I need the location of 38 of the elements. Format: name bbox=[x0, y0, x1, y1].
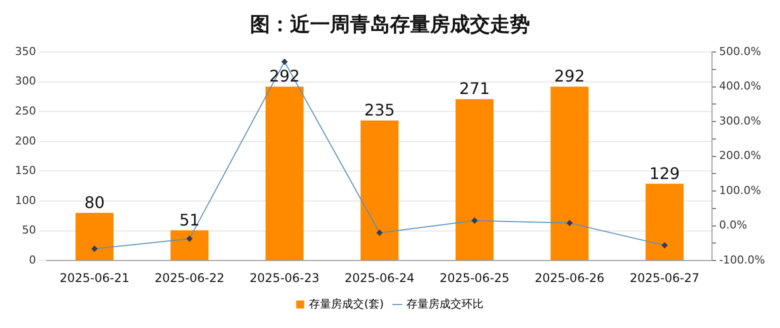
chart-title: 图：近一周青岛存量房成交走势 bbox=[250, 12, 530, 36]
legend-label: 存量房成交(套) bbox=[309, 297, 384, 310]
bar bbox=[170, 230, 209, 260]
y2-tick-label: 400.0% bbox=[719, 80, 762, 93]
bar bbox=[456, 99, 494, 260]
x-tick-label: 2025-06-26 bbox=[534, 270, 604, 285]
data-label: 292 bbox=[554, 66, 585, 86]
y2-tick-label: -100.0% bbox=[719, 253, 766, 266]
data-label: 129 bbox=[649, 164, 680, 183]
bar bbox=[646, 184, 684, 260]
data-label: 235 bbox=[364, 100, 395, 120]
y-tick-label: 350 bbox=[14, 44, 36, 58]
data-label: 80 bbox=[84, 193, 105, 212]
y2-tick-label: 0.0% bbox=[719, 218, 748, 232]
y-tick-label: 300 bbox=[14, 74, 36, 88]
y-tick-label: 0 bbox=[28, 253, 36, 266]
y-tick-label: 200 bbox=[14, 134, 36, 148]
x-tick-label: 2025-06-21 bbox=[60, 270, 130, 285]
y-tick-label: 150 bbox=[14, 164, 36, 178]
x-tick-label: 2025-06-22 bbox=[154, 270, 224, 285]
y2-tick-label: 200.0% bbox=[719, 149, 762, 162]
y2-tick-label: 500.0% bbox=[719, 44, 762, 58]
x-tick-label: 2025-06-25 bbox=[440, 270, 510, 285]
bar bbox=[76, 212, 114, 260]
y-tick-label: 100 bbox=[14, 194, 36, 207]
bar bbox=[360, 120, 399, 260]
x-tick-label: 2025-06-27 bbox=[630, 270, 700, 285]
y2-tick-label: 100.0% bbox=[719, 184, 762, 197]
legend-label: 存量房成交环比 bbox=[406, 297, 484, 310]
data-label: 271 bbox=[459, 79, 490, 98]
bar bbox=[266, 86, 304, 260]
x-tick-label: 2025-06-24 bbox=[344, 270, 414, 285]
y-tick-label: 250 bbox=[14, 104, 36, 118]
bar bbox=[550, 86, 589, 260]
y-tick-label: 50 bbox=[22, 224, 36, 237]
data-label: 51 bbox=[179, 210, 200, 230]
y2-tick-label: 300.0% bbox=[719, 114, 762, 128]
x-tick-label: 2025-06-23 bbox=[250, 270, 320, 285]
